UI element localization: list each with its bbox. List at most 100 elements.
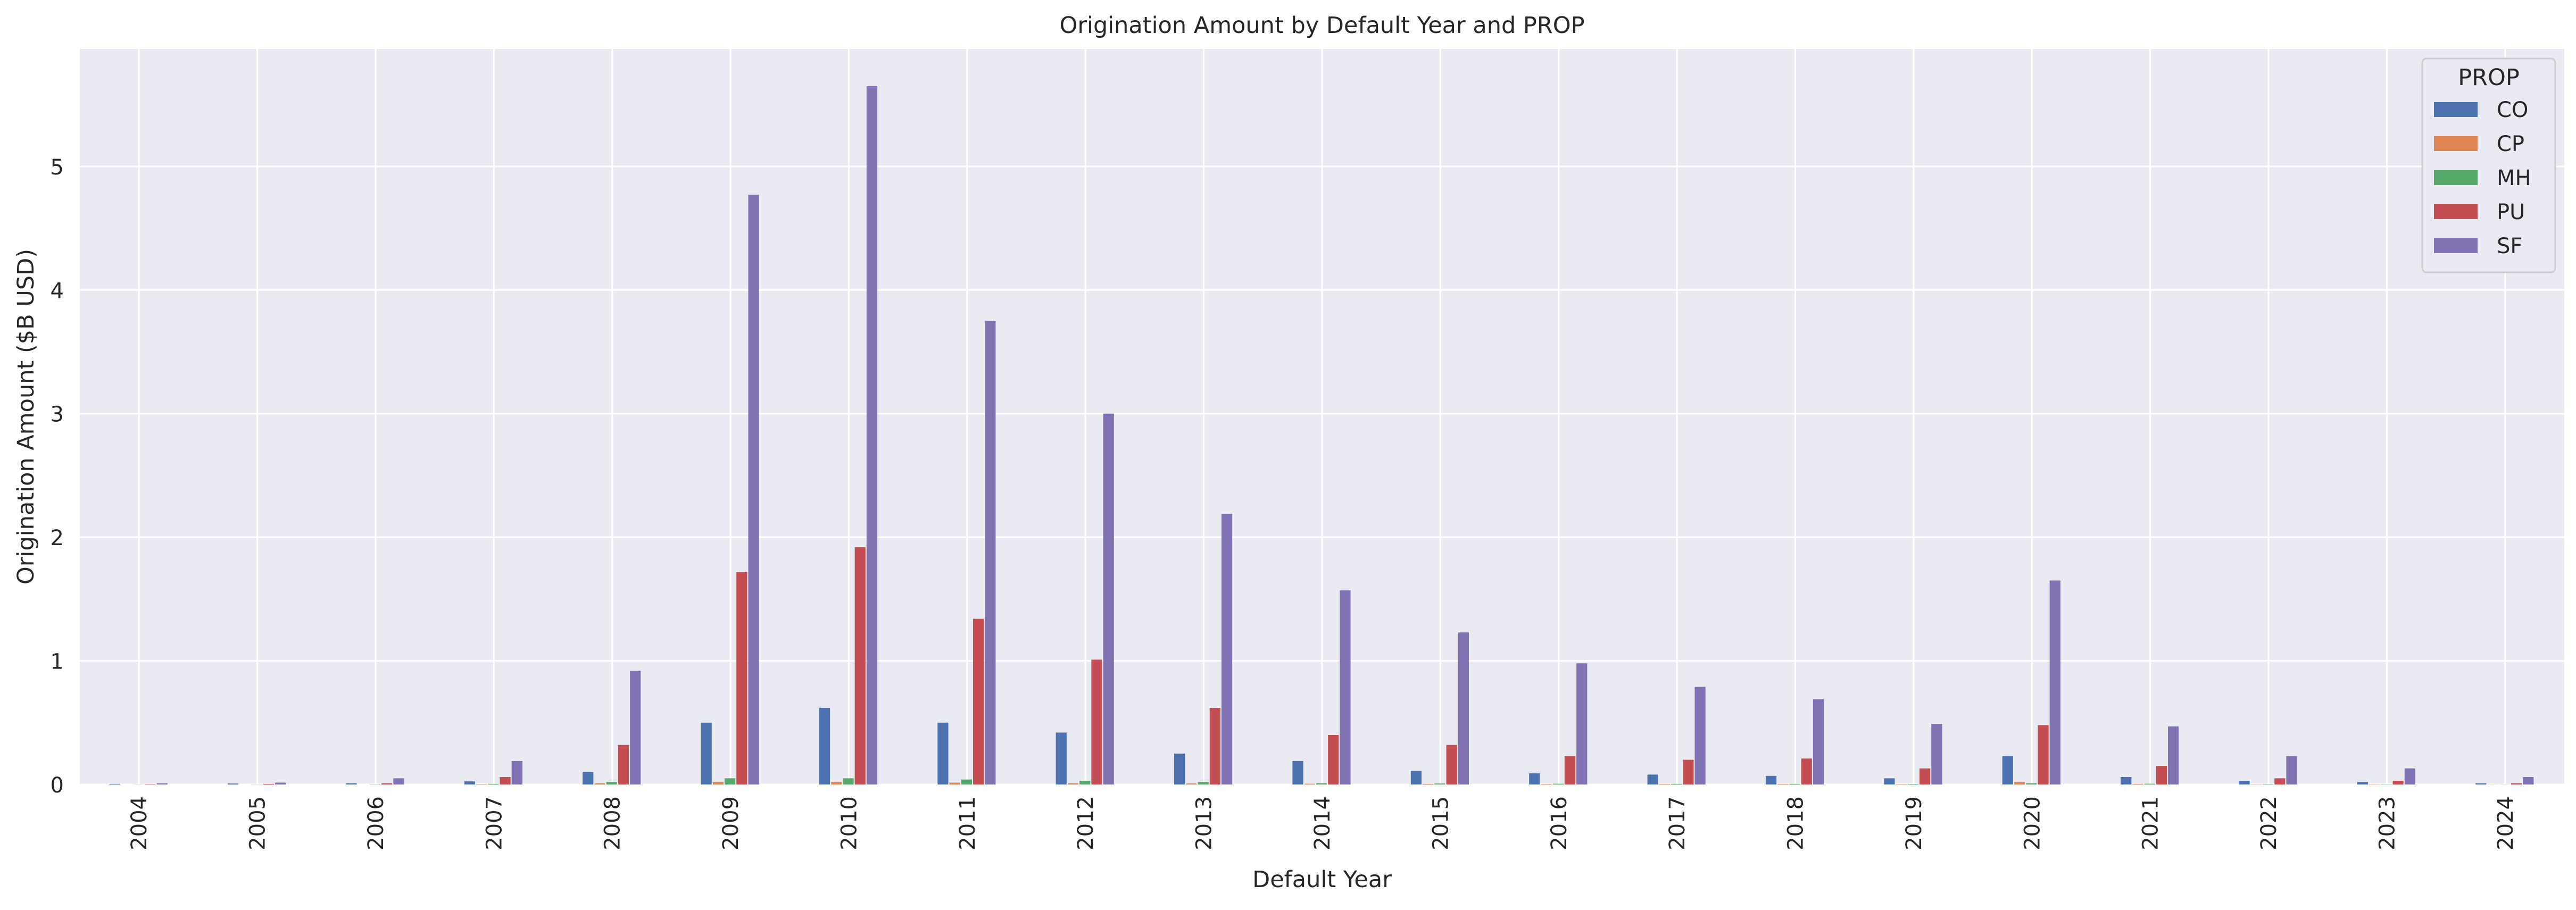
bar-sf-2014	[1340, 590, 1351, 784]
x-tick-label: 2024	[2494, 796, 2518, 850]
bar-sf-2006	[393, 778, 404, 784]
bar-sf-2023	[2404, 768, 2416, 784]
x-axis-ticks: 2004 2005 2006 2007 2008 2009 2010 2011 2012 2013…	[127, 796, 2518, 850]
x-tick-label: 2021	[2139, 796, 2163, 850]
bar-co-2007	[464, 781, 475, 784]
bar-pu-2007	[500, 777, 511, 784]
y-tick-label: 4	[51, 279, 64, 303]
x-tick-label: 2019	[1902, 796, 1926, 850]
bar-co-2014	[1292, 761, 1303, 784]
bar-sf-2015	[1458, 632, 1469, 784]
bar-sf-2008	[630, 671, 641, 784]
bar-sf-2007	[511, 761, 522, 784]
x-tick-label: 2006	[364, 796, 388, 850]
legend-title: PROP	[2458, 64, 2520, 91]
bar-cp-2008	[594, 783, 605, 784]
bar-pu-2018	[1801, 758, 1812, 784]
bar-sf-2016	[1576, 663, 1588, 784]
bar-cp-2009	[712, 782, 724, 784]
bar-pu-2021	[2156, 766, 2167, 784]
bar-sf-2019	[1931, 724, 1942, 784]
bar-pu-2015	[1446, 745, 1457, 784]
bar-sf-2005	[275, 782, 286, 784]
bar-pu-2020	[2038, 725, 2049, 784]
y-axis-title: Origination Amount ($B USD)	[13, 249, 39, 585]
x-tick-label: 2004	[127, 796, 152, 850]
bar-mh-2009	[724, 778, 736, 784]
bar-co-2012	[1056, 732, 1067, 784]
bar-co-2024	[2475, 783, 2487, 784]
x-axis-title: Default Year	[1252, 866, 1392, 893]
bar-pu-2013	[1209, 707, 1220, 784]
bar-cp-2010	[831, 782, 842, 784]
bar-pu-2017	[1683, 759, 1694, 784]
bar-pu-2023	[2392, 781, 2404, 784]
bar-pu-2012	[1091, 659, 1102, 784]
bar-mh-2013	[1198, 782, 1209, 784]
bar-mh-2015	[1434, 783, 1445, 784]
x-tick-label: 2012	[1074, 796, 1098, 850]
bar-mh-2008	[606, 782, 617, 784]
bar-sf-2024	[2523, 777, 2534, 784]
bar-sf-2018	[1813, 699, 1824, 784]
bar-pu-2011	[973, 619, 984, 784]
x-tick-label: 2008	[601, 796, 625, 850]
gridlines	[80, 49, 2564, 786]
bar-co-2016	[1529, 773, 1540, 784]
x-tick-label: 2023	[2375, 796, 2399, 850]
bar-co-2009	[701, 722, 712, 784]
bar-pu-2016	[1564, 756, 1576, 784]
bar-pu-2024	[2511, 783, 2522, 784]
bar-pu-2019	[1919, 768, 1931, 784]
y-tick-label: 2	[51, 526, 64, 550]
bar-sf-2021	[2168, 726, 2179, 784]
legend-swatch-sf	[2434, 238, 2478, 253]
bar-co-2013	[1174, 753, 1185, 784]
bar-co-2006	[346, 783, 357, 784]
bar-co-2021	[2121, 777, 2132, 784]
bar-pu-2014	[1328, 735, 1339, 784]
x-tick-label: 2011	[955, 796, 980, 850]
bar-pu-2009	[736, 572, 747, 784]
x-tick-label: 2022	[2257, 796, 2281, 850]
legend: PROP CO CP MH PU SF	[2421, 57, 2556, 273]
bar-cp-2012	[1067, 783, 1079, 784]
bar-pu-2022	[2274, 778, 2286, 784]
bar-mh-2011	[961, 779, 972, 784]
x-tick-label: 2013	[1192, 796, 1217, 850]
chart-title: Origination Amount by Default Year and P…	[1059, 12, 1584, 39]
x-tick-label: 2005	[246, 796, 270, 850]
bar-sf-2017	[1694, 687, 1706, 784]
bar-sf-2011	[985, 321, 996, 784]
bar-co-2023	[2357, 782, 2369, 784]
legend-label-cp: CP	[2497, 132, 2524, 156]
legend-label-co: CO	[2497, 98, 2528, 122]
legend-swatch-mh	[2434, 170, 2478, 185]
bar-cp-2011	[949, 782, 960, 784]
bars	[109, 86, 2534, 785]
x-tick-label: 2020	[2020, 796, 2045, 850]
bar-co-2022	[2239, 781, 2250, 784]
bar-pu-2006	[381, 783, 393, 784]
legend-label-pu: PU	[2497, 200, 2525, 224]
x-tick-label: 2007	[482, 796, 506, 850]
bar-pu-2008	[618, 745, 629, 784]
bar-cp-2020	[2014, 782, 2025, 784]
bar-mh-2014	[1316, 783, 1327, 784]
x-tick-label: 2017	[1665, 796, 1690, 850]
bar-co-2005	[227, 783, 239, 784]
bar-co-2017	[1647, 774, 1658, 784]
bar-cp-2013	[1186, 783, 1197, 784]
legend-swatch-cp	[2434, 136, 2478, 151]
bar-sf-2020	[2049, 580, 2060, 784]
bar-co-2020	[2002, 756, 2013, 784]
y-axis-ticks: 0 1 2 3 4 5	[51, 155, 64, 798]
bar-sf-2012	[1103, 413, 1114, 784]
y-tick-label: 5	[51, 155, 64, 180]
bar-co-2019	[1884, 778, 1895, 784]
bar-sf-2009	[748, 195, 759, 784]
x-tick-label: 2010	[837, 796, 861, 850]
x-tick-label: 2014	[1310, 796, 1335, 850]
legend-swatch-co	[2434, 102, 2478, 117]
